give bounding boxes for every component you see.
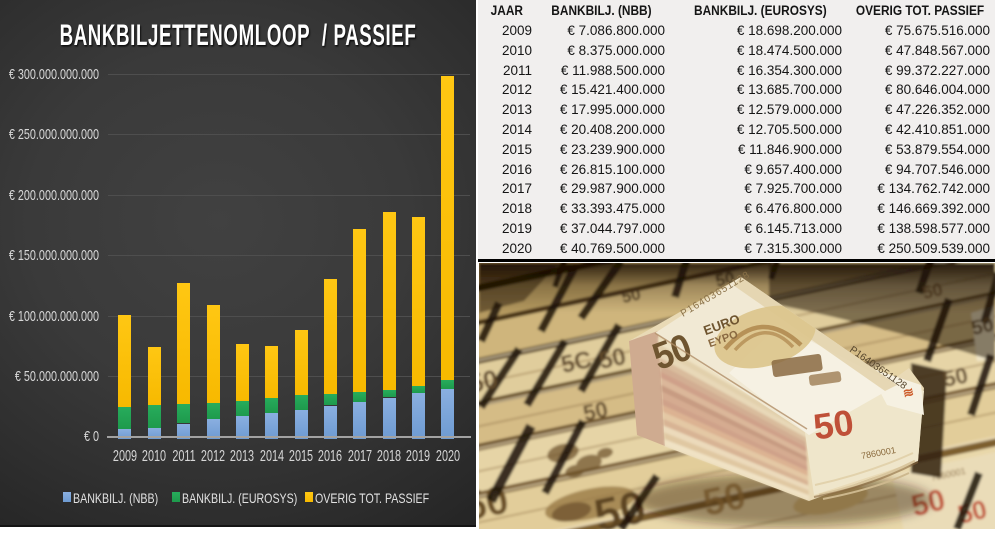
svg-text:50: 50 xyxy=(941,362,970,392)
svg-text:50: 50 xyxy=(581,396,610,426)
svg-text:5C: 5C xyxy=(559,346,595,379)
svg-text:50: 50 xyxy=(597,343,629,375)
svg-text:≋: ≋ xyxy=(901,384,915,401)
svg-text:50: 50 xyxy=(811,401,856,447)
